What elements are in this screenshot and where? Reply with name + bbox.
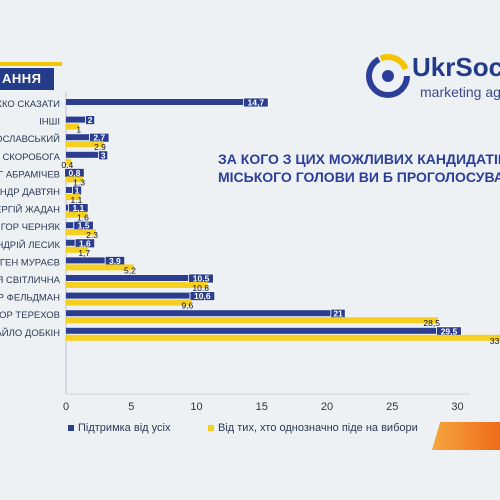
category-label: АНДР ДАВТЯН (0, 187, 60, 198)
x-tick-label: 5 (128, 401, 134, 413)
header-tab: АННЯ (0, 68, 54, 90)
decorative-arrow (432, 422, 500, 450)
bar-series2 (66, 264, 134, 271)
data-label-series1: 1 (75, 186, 80, 196)
category-label: ЕРГІЙ ЖАДАН (0, 204, 60, 216)
data-label-series2: 1,3 (73, 177, 85, 187)
data-label-box-series1 (189, 291, 216, 302)
bar-series2 (66, 246, 89, 253)
data-label-series1: 1,6 (79, 238, 91, 248)
data-label-series2: 9,6 (181, 301, 193, 311)
data-label-series2: 1 (76, 125, 81, 135)
data-label-series1: 0,8 (69, 168, 81, 178)
category-label: СКОРОБОГА (2, 152, 60, 163)
bar-series2 (66, 334, 500, 341)
bar-series2 (66, 158, 72, 165)
legend-item-series2: Від тих, хто однозначно піде на вибори (208, 422, 418, 434)
data-label-series1: 1,1 (72, 203, 84, 213)
category-label: ВГЕН МУРАЄВ (0, 257, 60, 268)
data-label-series1: 3 (101, 150, 106, 160)
bar-series2 (66, 282, 207, 288)
x-tick-label: 25 (386, 401, 398, 413)
bar-series1 (66, 327, 451, 334)
question-line-1: ЗА КОГО З ЦИХ МОЖЛИВИХ КАНДИДАТІВ Н (218, 151, 500, 167)
bar-series2 (66, 141, 104, 148)
category-label: ІГОР ЧЕРНЯК (0, 222, 60, 233)
category-label: ЕГ АБРАМІЧЕВ (0, 169, 60, 180)
data-label-series1: 1,5 (78, 221, 90, 231)
data-label-series2: 1,6 (77, 213, 89, 223)
category-label: АЙЛО ДОБКІН (0, 327, 60, 339)
category-label: НДРІЙ ЛЕСИК (0, 239, 60, 251)
logo-subtitle: marketing ag (420, 84, 500, 100)
x-tick-label: 0 (63, 401, 69, 413)
bar-series1 (66, 134, 102, 141)
data-label-series1: 2,7 (93, 133, 105, 143)
data-label-series1: 14,7 (248, 98, 265, 108)
data-label-series2: 2,9 (94, 142, 106, 152)
bar-series1 (66, 275, 204, 281)
bar-series1 (66, 116, 93, 123)
legend-label-series1: Підтримка від усіх (78, 422, 171, 434)
x-tick-label: 20 (321, 401, 333, 413)
data-label-series2: 5,2 (124, 265, 136, 275)
legend-swatch-series1 (68, 425, 74, 432)
category-label: РОСЛАВСЬКИЙ (0, 133, 60, 145)
data-label-series2: 33,6 (490, 336, 500, 346)
header-tab-label: АННЯ (2, 71, 42, 86)
data-label-series2: 10,8 (192, 283, 209, 293)
bar-series1 (66, 99, 258, 105)
logo-name: UkrSoc (412, 52, 500, 82)
data-label-series1: 21 (333, 309, 343, 319)
data-label-series2: 1,7 (78, 248, 90, 258)
x-tick-label: 30 (451, 401, 463, 413)
category-label: Я СВІТЛИЧНА (0, 275, 61, 286)
category-label: ЖКО СКАЗАТИ (0, 99, 60, 110)
x-tick-label: 10 (190, 401, 202, 413)
data-label-box-series1 (243, 97, 269, 108)
data-label-series1: 29,5 (441, 326, 458, 336)
category-label: Р ФЕЛЬДМАН (0, 293, 60, 304)
logo-icon (366, 54, 410, 98)
data-label-series1: 10,5 (193, 274, 210, 284)
bar-series2 (66, 299, 192, 306)
legend-item-series1: Підтримка від усіх (68, 422, 170, 434)
data-label-series2: 0,4 (61, 160, 73, 170)
bar-series2 (66, 229, 97, 236)
bar-series1 (66, 310, 341, 317)
bar-series2 (66, 123, 80, 130)
question-title: ЗА КОГО З ЦИХ МОЖЛИВИХ КАНДИДАТІВ Н МІСЬ… (218, 150, 500, 186)
legend-label-series2: Від тих, хто однозначно піде на вибори (218, 422, 418, 434)
data-label-series1: 3,9 (109, 256, 121, 266)
legend-swatch-series2 (208, 425, 214, 432)
bar-series2 (66, 317, 438, 324)
data-label-series2: 2,3 (86, 230, 98, 240)
data-label-series2: 28,5 (423, 318, 440, 328)
bar-series1 (66, 257, 117, 264)
data-label-series2: 1,1 (71, 195, 83, 205)
question-line-2: МІСЬКОГО ГОЛОВИ ВИ Б ПРОГОЛОСУВАЛИ (218, 169, 500, 185)
bar-series1 (66, 151, 106, 158)
bar-series2 (66, 176, 83, 183)
header-stripe (0, 62, 62, 66)
bar-series1 (66, 292, 205, 299)
category-label: ІНШІ (39, 117, 60, 128)
category-label: ГОР ТЕРЕХОВ (0, 310, 60, 321)
data-label-series1: 2 (88, 115, 93, 125)
bar-series2 (66, 194, 81, 200)
data-label-box-series1 (98, 150, 109, 161)
x-tick-label: 15 (256, 401, 268, 413)
data-label-series1: 10,6 (194, 291, 211, 301)
data-label-box-series1 (85, 115, 96, 125)
bar-series2 (66, 211, 87, 218)
